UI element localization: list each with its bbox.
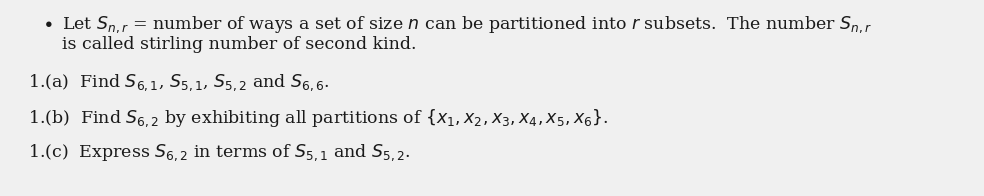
Text: 1.(a)  Find $S_{6,1}$, $S_{5,1}$, $S_{5,2}$ and $S_{6,6}$.: 1.(a) Find $S_{6,1}$, $S_{5,1}$, $S_{5,2…	[28, 72, 330, 93]
Text: Let $S_{n,r}$ = number of ways a set of size $n$ can be partitioned into $r$ sub: Let $S_{n,r}$ = number of ways a set of …	[62, 14, 872, 35]
Text: is called stirling number of second kind.: is called stirling number of second kind…	[62, 36, 416, 53]
Text: 1.(c)  Express $S_{6,2}$ in terms of $S_{5,1}$ and $S_{5,2}$.: 1.(c) Express $S_{6,2}$ in terms of $S_{…	[28, 142, 410, 163]
Text: 1.(b)  Find $S_{6,2}$ by exhibiting all partitions of $\{x_1, x_2, x_3, x_4, x_5: 1.(b) Find $S_{6,2}$ by exhibiting all p…	[28, 107, 609, 129]
Text: $\bullet$: $\bullet$	[42, 14, 52, 32]
